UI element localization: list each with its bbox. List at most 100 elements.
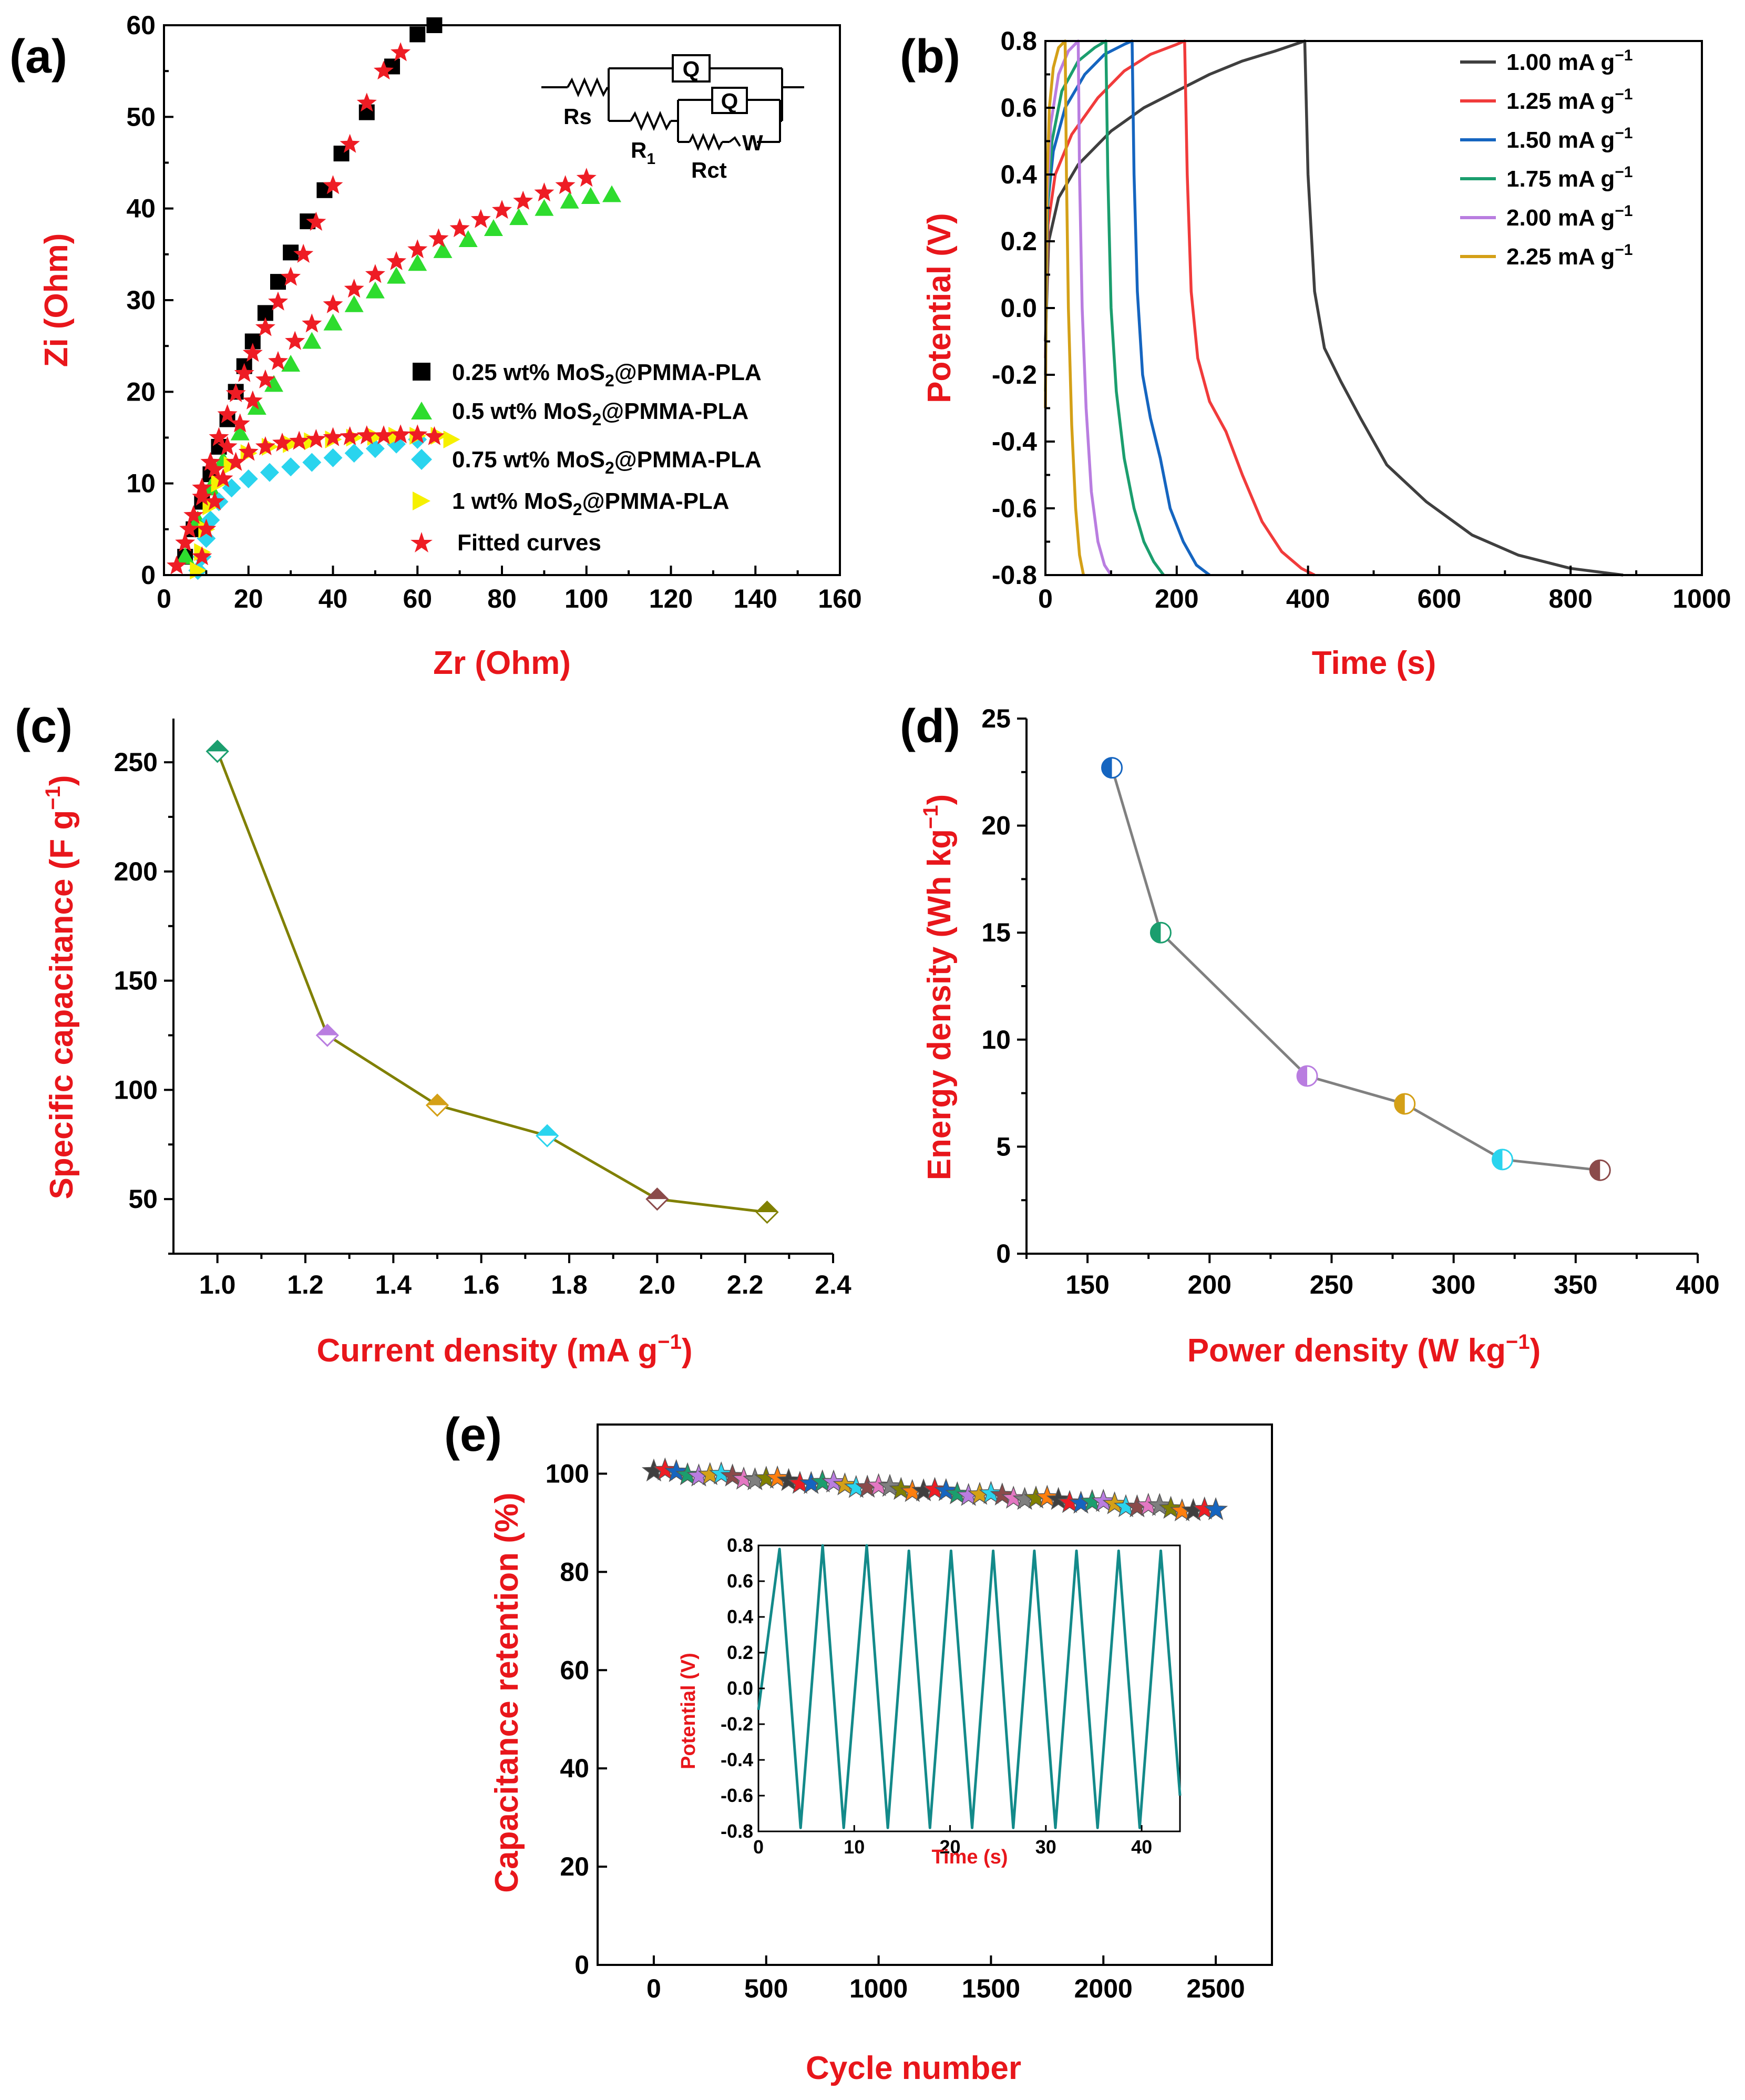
data-point-star bbox=[230, 413, 250, 433]
legend-label-0.75wt-sub: 2 bbox=[605, 458, 614, 477]
data-point-star bbox=[268, 291, 288, 311]
data-point-triangle bbox=[535, 199, 554, 216]
data-point-star bbox=[449, 218, 470, 238]
circuit-label-rct: Rct bbox=[691, 158, 727, 182]
legend-label-sup: −1 bbox=[1615, 202, 1633, 220]
retention-point-51 bbox=[1204, 1497, 1228, 1520]
legend-label-main: 2.25 mA g bbox=[1506, 244, 1615, 270]
retention-point-23 bbox=[889, 1477, 913, 1500]
gcd-curve-5 bbox=[1044, 39, 1113, 576]
data-point-star bbox=[428, 228, 449, 248]
retention-point-26 bbox=[922, 1477, 947, 1500]
panel-c-x-tick-label: 1.4 bbox=[375, 1270, 412, 1299]
panel-c-x-tick-label: 2.2 bbox=[727, 1270, 764, 1299]
panel-b-x-tick-label: 800 bbox=[1548, 584, 1592, 613]
panel-a-label: (a) bbox=[9, 30, 67, 83]
panel-c-x-tick-label: 1.0 bbox=[199, 1270, 236, 1299]
panel-d-y-tick-label: 25 bbox=[981, 704, 1011, 733]
data-point-star bbox=[302, 313, 322, 333]
panel-b-x-tick-label: 600 bbox=[1418, 584, 1461, 613]
panel-c-x-tick-label: 2.4 bbox=[815, 1270, 851, 1299]
circuit-label-rs: Rs bbox=[563, 104, 592, 129]
circuit-label-w: W bbox=[742, 130, 763, 155]
data-point-triangle bbox=[302, 332, 322, 349]
panel-e-inset: 0 10 20 30 40 -0.8 -0.6 -0.4 -0.2 0.0 0.2 0.4 0.6 0.8 bbox=[721, 1534, 1182, 1858]
data-point-star bbox=[424, 426, 445, 445]
panel-b-x-tick-label: 0 bbox=[1038, 584, 1053, 613]
panel-c-y-axis-label: Specific capacitance (F g−1) bbox=[42, 775, 80, 1199]
inset-x-axis-label: Time (s) bbox=[931, 1846, 1008, 1868]
data-point-triangle bbox=[323, 313, 343, 331]
capacitance-line bbox=[216, 751, 767, 1214]
data-point-triangle bbox=[509, 208, 529, 226]
panel-a-plot-area bbox=[167, 17, 621, 580]
panel-a-x-tick-label: 40 bbox=[319, 584, 348, 613]
data-point-square bbox=[270, 274, 286, 290]
data-point-star bbox=[209, 427, 229, 446]
data-point-star bbox=[217, 436, 238, 456]
data-point-star bbox=[340, 134, 360, 153]
panel-a-x-tick-label: 0 bbox=[157, 584, 171, 613]
panel-c-x-tick-label: 1.8 bbox=[551, 1270, 588, 1299]
data-point-star bbox=[281, 267, 301, 286]
inset-x-tick-label: 20 bbox=[940, 1836, 961, 1858]
panel-a-x-ticks: 0 20 40 60 80 100 120 140 160 bbox=[157, 566, 862, 613]
panel-b-y-tick-label: 0.8 bbox=[1000, 26, 1037, 56]
retention-point-7 bbox=[709, 1461, 734, 1484]
gcd-curve-4 bbox=[1044, 39, 1165, 576]
data-point-star bbox=[356, 425, 377, 445]
legend-label-sup: −1 bbox=[1615, 241, 1633, 259]
retention-point-4 bbox=[675, 1462, 700, 1486]
panel-d-y-axis-label: Energy density (Wh kg−1) bbox=[919, 794, 958, 1181]
panel-d: (d) 150 200 250 300 350 400 0 5 10 15 20 25 Power d… bbox=[900, 700, 1720, 1369]
panel-a-x-tick-label: 160 bbox=[818, 584, 861, 613]
panel-d-y-tick-label: 0 bbox=[996, 1239, 1011, 1268]
data-point-star bbox=[238, 442, 259, 461]
retention-point-37 bbox=[1046, 1487, 1071, 1510]
legend-label-3: 1.50 mA g−1 bbox=[1506, 125, 1633, 153]
data-point-star bbox=[365, 264, 385, 283]
circuit-label-q2: Q bbox=[721, 89, 738, 114]
inset-y-axis-label: Potential (V) bbox=[678, 1653, 700, 1769]
capacitance-point-6-fill bbox=[756, 1202, 778, 1213]
panel-c-x-axis-label-sup: −1 bbox=[658, 1330, 682, 1354]
data-point-star bbox=[242, 390, 263, 409]
data-point-star bbox=[323, 175, 343, 194]
data-point-diamond bbox=[260, 463, 279, 482]
panel-c-x-axis-label-main: Current density (mA g bbox=[316, 1333, 658, 1369]
ragone-point-1-fill bbox=[1102, 757, 1112, 778]
panel-d-x-tick-label: 200 bbox=[1188, 1270, 1231, 1299]
panel-b-y-tick-label: -0.6 bbox=[992, 494, 1037, 523]
retention-point-33 bbox=[1001, 1486, 1026, 1509]
legend-label-1: 1.00 mA g−1 bbox=[1506, 47, 1633, 75]
retention-point-22 bbox=[877, 1473, 902, 1497]
data-point-triangle bbox=[281, 355, 301, 372]
panel-c-x-axis-label: Current density (mA g−1) bbox=[316, 1330, 692, 1369]
panel-d-y-axis-label-sup: −1 bbox=[919, 805, 942, 829]
panel-b-y-tick-label: -0.8 bbox=[992, 560, 1037, 590]
data-point-star bbox=[192, 546, 212, 566]
legend-label-0.5wt: 0.5 wt% MoS2@PMMA-PLA bbox=[452, 398, 748, 429]
data-point-triangle bbox=[344, 295, 364, 312]
legend-label-main: 1.50 mA g bbox=[1506, 127, 1615, 153]
data-point-star bbox=[306, 211, 326, 231]
data-point-diamond bbox=[344, 444, 364, 463]
panel-a: (a) 0 20 40 60 80 100 120 140 160 0102030405060 … bbox=[9, 11, 862, 681]
panel-e-plot-area bbox=[641, 1457, 1228, 1522]
panel-d-x-axis-label-main: Power density (W kg bbox=[1187, 1333, 1506, 1369]
panel-a-x-tick-label: 100 bbox=[564, 584, 608, 613]
data-point-diamond bbox=[323, 448, 343, 467]
panel-c: (c) 1.0 1.2 1.4 1.6 1.8 2.0 2.2 2.4 50 100 150 200 2… bbox=[15, 700, 851, 1369]
legend-label-1wt-rest: @PMMA-PLA bbox=[582, 488, 730, 514]
panel-e-x-axis-label: Cycle number bbox=[806, 2050, 1021, 2086]
data-point-star bbox=[492, 200, 512, 219]
retention-point-3 bbox=[664, 1459, 689, 1482]
panel-a-x-tick-label: 60 bbox=[403, 584, 432, 613]
panel-b-x-tick-label: 1000 bbox=[1672, 584, 1731, 613]
capacitance-point-1-fill bbox=[207, 741, 228, 752]
data-point-star bbox=[344, 279, 364, 298]
legend-label-0.5wt-sub: 2 bbox=[592, 410, 602, 429]
panel-e-x-tick-label: 0 bbox=[646, 1974, 661, 2003]
inset-y-tick-label: 0.0 bbox=[727, 1677, 753, 1699]
legend-marker-fitted bbox=[410, 532, 433, 552]
